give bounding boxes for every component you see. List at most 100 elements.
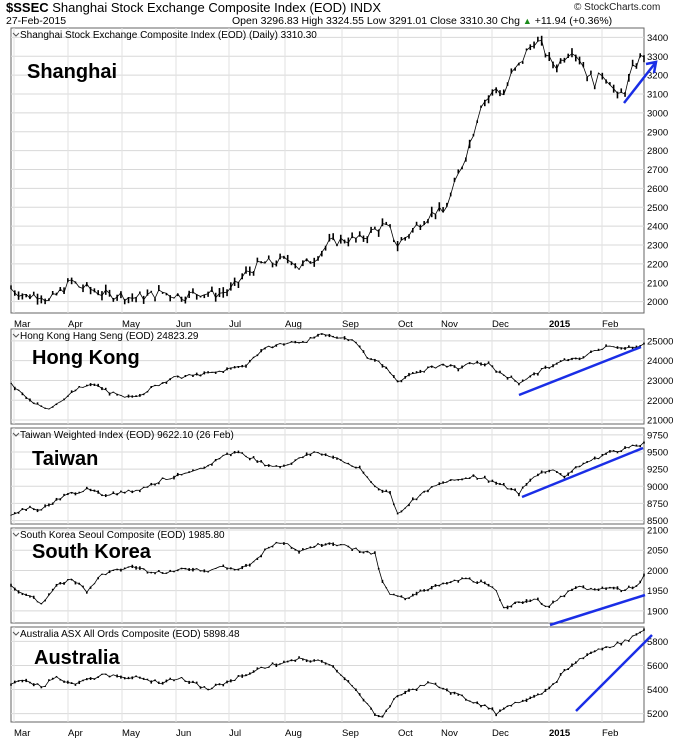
y-tick-label: 3300 bbox=[647, 52, 668, 63]
x-tick-label: Apr bbox=[68, 319, 83, 330]
x-tick-label: Nov bbox=[441, 319, 458, 330]
x-tick-label: Mar bbox=[14, 319, 30, 330]
x-tick-label: Jun bbox=[176, 319, 191, 330]
open-label: Open bbox=[232, 15, 258, 27]
exchange: INDX bbox=[350, 0, 382, 15]
y-tick-label: 2800 bbox=[647, 146, 668, 157]
y-tick-label: 2200 bbox=[647, 259, 668, 270]
trend-arrowhead bbox=[645, 60, 658, 74]
y-tick-label: 8500 bbox=[647, 516, 668, 527]
y-tick-label: 9500 bbox=[647, 448, 668, 459]
panel-title: South Korea Seoul Composite (EOD) 1985.8… bbox=[20, 530, 225, 541]
x-tick-label: Dec bbox=[492, 728, 509, 739]
symbol: $SSEC bbox=[6, 0, 49, 15]
y-tick-label: 2600 bbox=[647, 184, 668, 195]
close-line bbox=[10, 542, 645, 609]
high-label: High bbox=[301, 15, 324, 27]
x-tick-label: Jun bbox=[176, 728, 191, 739]
trend-line bbox=[623, 61, 657, 104]
collapse-icon[interactable] bbox=[12, 432, 20, 437]
close-line bbox=[10, 333, 645, 410]
collapse-icon[interactable] bbox=[12, 631, 20, 636]
x-tick-label: Jul bbox=[229, 728, 241, 739]
y-tick-label: 24000 bbox=[647, 356, 673, 367]
y-tick-label: 9000 bbox=[647, 482, 668, 493]
collapse-icon[interactable] bbox=[12, 532, 20, 537]
y-tick-label: 9750 bbox=[647, 430, 668, 441]
y-tick-label: 3400 bbox=[647, 33, 668, 44]
chart-symbol-line: $SSEC Shanghai Stock Exchange Composite … bbox=[6, 0, 381, 15]
panel-5: 5200 5400 5600 5800 Australia ASX All Ords C… bbox=[10, 626, 668, 739]
y-tick-label: 1950 bbox=[647, 586, 668, 597]
y-tick-label: 22000 bbox=[647, 396, 673, 407]
x-tick-label: 2015 bbox=[549, 319, 571, 330]
market-label: South Korea bbox=[32, 541, 152, 563]
panel-3: 8500 8750 9000 9250 9500 9750 Taiwan Weighted … bbox=[10, 427, 668, 527]
x-tick-label: Sep bbox=[342, 728, 359, 739]
y-tick-label: 2100 bbox=[647, 526, 668, 537]
y-tick-label: 2400 bbox=[647, 222, 668, 233]
x-tick-label: May bbox=[122, 319, 140, 330]
x-tick-label: Nov bbox=[441, 728, 458, 739]
x-tick-label: Aug bbox=[285, 319, 302, 330]
stockcharts-credit: © StockCharts.com bbox=[574, 2, 661, 13]
trend-line bbox=[575, 634, 653, 712]
y-tick-label: 5400 bbox=[647, 685, 668, 696]
panel-1: 2000 2100 2200 2300 2400 2500 2600 2700 2800 2900… bbox=[10, 27, 668, 330]
high-value: 3324.55 bbox=[326, 15, 364, 27]
y-tick-label: 2500 bbox=[647, 203, 668, 214]
close-value: 3310.30 bbox=[459, 15, 498, 27]
panel-title: Hong Kong Hang Seng (EOD) 24823.29 bbox=[20, 331, 199, 342]
y-tick-label: 5200 bbox=[647, 709, 668, 720]
market-label: Australia bbox=[34, 647, 120, 669]
y-tick-label: 2000 bbox=[647, 566, 668, 577]
chg-value: +11.94 (+0.36%) bbox=[534, 15, 613, 27]
y-tick-label: 5600 bbox=[647, 661, 668, 672]
close-line bbox=[10, 441, 645, 516]
close-line bbox=[10, 39, 645, 302]
x-tick-label: Dec bbox=[492, 319, 509, 330]
x-tick-label: Oct bbox=[398, 728, 413, 739]
x-tick-label: Aug bbox=[285, 728, 302, 739]
index-name: Shanghai Stock Exchange Composite Index … bbox=[52, 0, 347, 15]
x-tick-label: Apr bbox=[68, 728, 83, 739]
trend-line bbox=[521, 446, 644, 499]
x-tick-label: Mar bbox=[14, 728, 30, 739]
close-line bbox=[10, 629, 645, 718]
y-tick-label: 2000 bbox=[647, 297, 668, 308]
open-value: 3296.83 bbox=[260, 15, 299, 27]
panel-frame bbox=[10, 328, 645, 425]
panel-4: 1900 1950 2000 2050 2100 South Korea Seoul Co… bbox=[10, 526, 668, 627]
y-tick-label: 2050 bbox=[647, 546, 668, 557]
y-tick-label: 23000 bbox=[647, 376, 673, 387]
x-tick-label: Jul bbox=[229, 319, 241, 330]
y-tick-label: 3000 bbox=[647, 108, 668, 119]
market-label: Hong Kong bbox=[32, 347, 140, 369]
close-label: Close bbox=[430, 15, 457, 27]
y-tick-label: 1900 bbox=[647, 606, 668, 617]
y-tick-label: 3100 bbox=[647, 90, 668, 101]
chg-arrow: ▲ bbox=[522, 16, 532, 26]
y-tick-label: 8750 bbox=[647, 499, 668, 510]
trend-line bbox=[518, 345, 642, 397]
low-label: Low bbox=[366, 15, 387, 27]
trend-line bbox=[549, 593, 646, 627]
y-tick-label: 25000 bbox=[647, 336, 673, 347]
y-tick-label: 9250 bbox=[647, 465, 668, 476]
y-tick-label: 2900 bbox=[647, 127, 668, 138]
panel-title: Australia ASX All Ords Composite (EOD) 5… bbox=[20, 629, 240, 640]
panel-title: Taiwan Weighted Index (EOD) 9622.10 (26 … bbox=[20, 430, 234, 441]
panel-title: Shanghai Stock Exchange Composite Index … bbox=[20, 30, 317, 41]
panel-frame bbox=[10, 626, 645, 723]
panel-2: 21000 22000 23000 24000 25000 Hong Kong Hang … bbox=[10, 328, 673, 427]
x-tick-label: Oct bbox=[398, 319, 413, 330]
chg-label: Chg bbox=[500, 15, 520, 27]
x-tick-label: Feb bbox=[602, 728, 618, 739]
x-tick-label: 2015 bbox=[549, 728, 571, 739]
collapse-icon[interactable] bbox=[12, 32, 20, 37]
collapse-icon[interactable] bbox=[12, 333, 20, 338]
y-tick-label: 2700 bbox=[647, 165, 668, 176]
quote-line: Open 3296.83 High 3324.55 Low 3291.01 Cl… bbox=[232, 15, 612, 27]
